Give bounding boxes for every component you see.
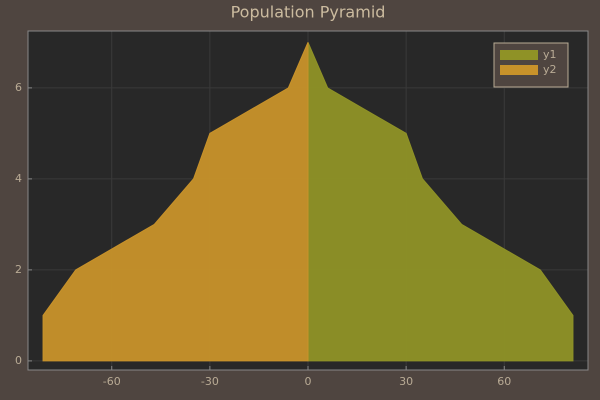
x-tick-label: 30 <box>399 375 413 388</box>
area <box>42 42 309 362</box>
y-tick-label: 0 <box>15 354 22 367</box>
legend-swatch <box>500 65 538 75</box>
y-tick-label: 4 <box>15 172 22 185</box>
y-tick-label: 2 <box>15 263 22 276</box>
legend-label: y2 <box>543 63 557 76</box>
area <box>307 42 574 362</box>
legend-swatch <box>500 50 538 60</box>
x-tick-label: -60 <box>103 375 121 388</box>
chart-title: Population Pyramid <box>231 3 386 22</box>
y-tick-label: 6 <box>15 81 22 94</box>
x-tick-label: 60 <box>497 375 511 388</box>
legend-label: y1 <box>543 48 557 61</box>
axis-frame <box>27 30 589 371</box>
x-tick-label: -30 <box>201 375 219 388</box>
x-tick-label: 0 <box>305 375 312 388</box>
